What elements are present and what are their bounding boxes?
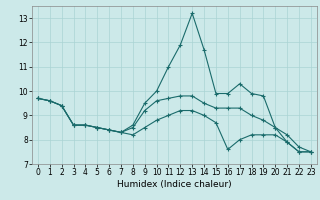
X-axis label: Humidex (Indice chaleur): Humidex (Indice chaleur) (117, 180, 232, 189)
